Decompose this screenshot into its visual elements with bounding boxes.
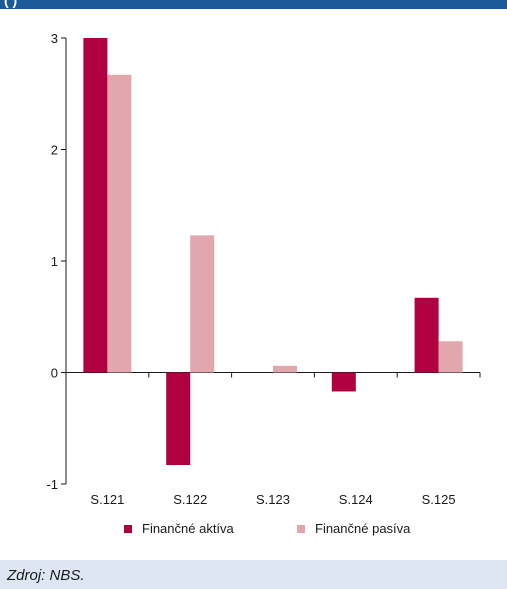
bar-S.121-series-1 [83, 38, 108, 373]
header-bar: ( ) [0, 0, 507, 9]
y-tick-label: 2 [51, 143, 58, 158]
legend-label: Finančné pasíva [315, 521, 411, 536]
x-tick-label: S.121 [90, 492, 124, 507]
bar-chart: -1 0 1 2 3 S.121 S.122 S.123 S.124 S.125 Finančné… [46, 31, 481, 536]
bar-S.122-series-2 [190, 235, 215, 373]
y-tick-label: -1 [46, 477, 58, 492]
x-tick-label: S.123 [256, 492, 290, 507]
legend-label: Finančné aktíva [142, 521, 235, 536]
chart-legend: Finančné aktíva Finančné pasíva [124, 521, 411, 536]
x-tick-label: S.122 [173, 492, 207, 507]
header-title-fragment: ( ) [4, 0, 18, 8]
chart-panel: -1 0 1 2 3 S.121 S.122 S.123 S.124 S.125 Finančné… [0, 9, 507, 560]
legend-swatch [124, 525, 132, 533]
bar-S.121-series-2 [107, 74, 132, 373]
source-note: Zdroj: NBS. [7, 567, 85, 584]
chart-bars [83, 38, 463, 466]
y-tick-label: 3 [51, 31, 58, 46]
y-tick-label: 1 [51, 254, 58, 269]
bar-S.125-series-1 [414, 297, 439, 373]
bar-S.122-series-1 [166, 372, 191, 466]
chart-labels: -1 0 1 2 3 S.121 S.122 S.123 S.124 S.125 [46, 31, 455, 507]
legend-swatch [297, 525, 305, 533]
x-tick-label: S.124 [339, 492, 373, 507]
bar-S.124-series-1 [331, 372, 356, 392]
x-tick-label: S.125 [422, 492, 456, 507]
bar-S.123-series-2 [273, 365, 297, 373]
y-tick-label: 0 [51, 366, 58, 381]
bar-S.125-series-2 [438, 341, 463, 373]
